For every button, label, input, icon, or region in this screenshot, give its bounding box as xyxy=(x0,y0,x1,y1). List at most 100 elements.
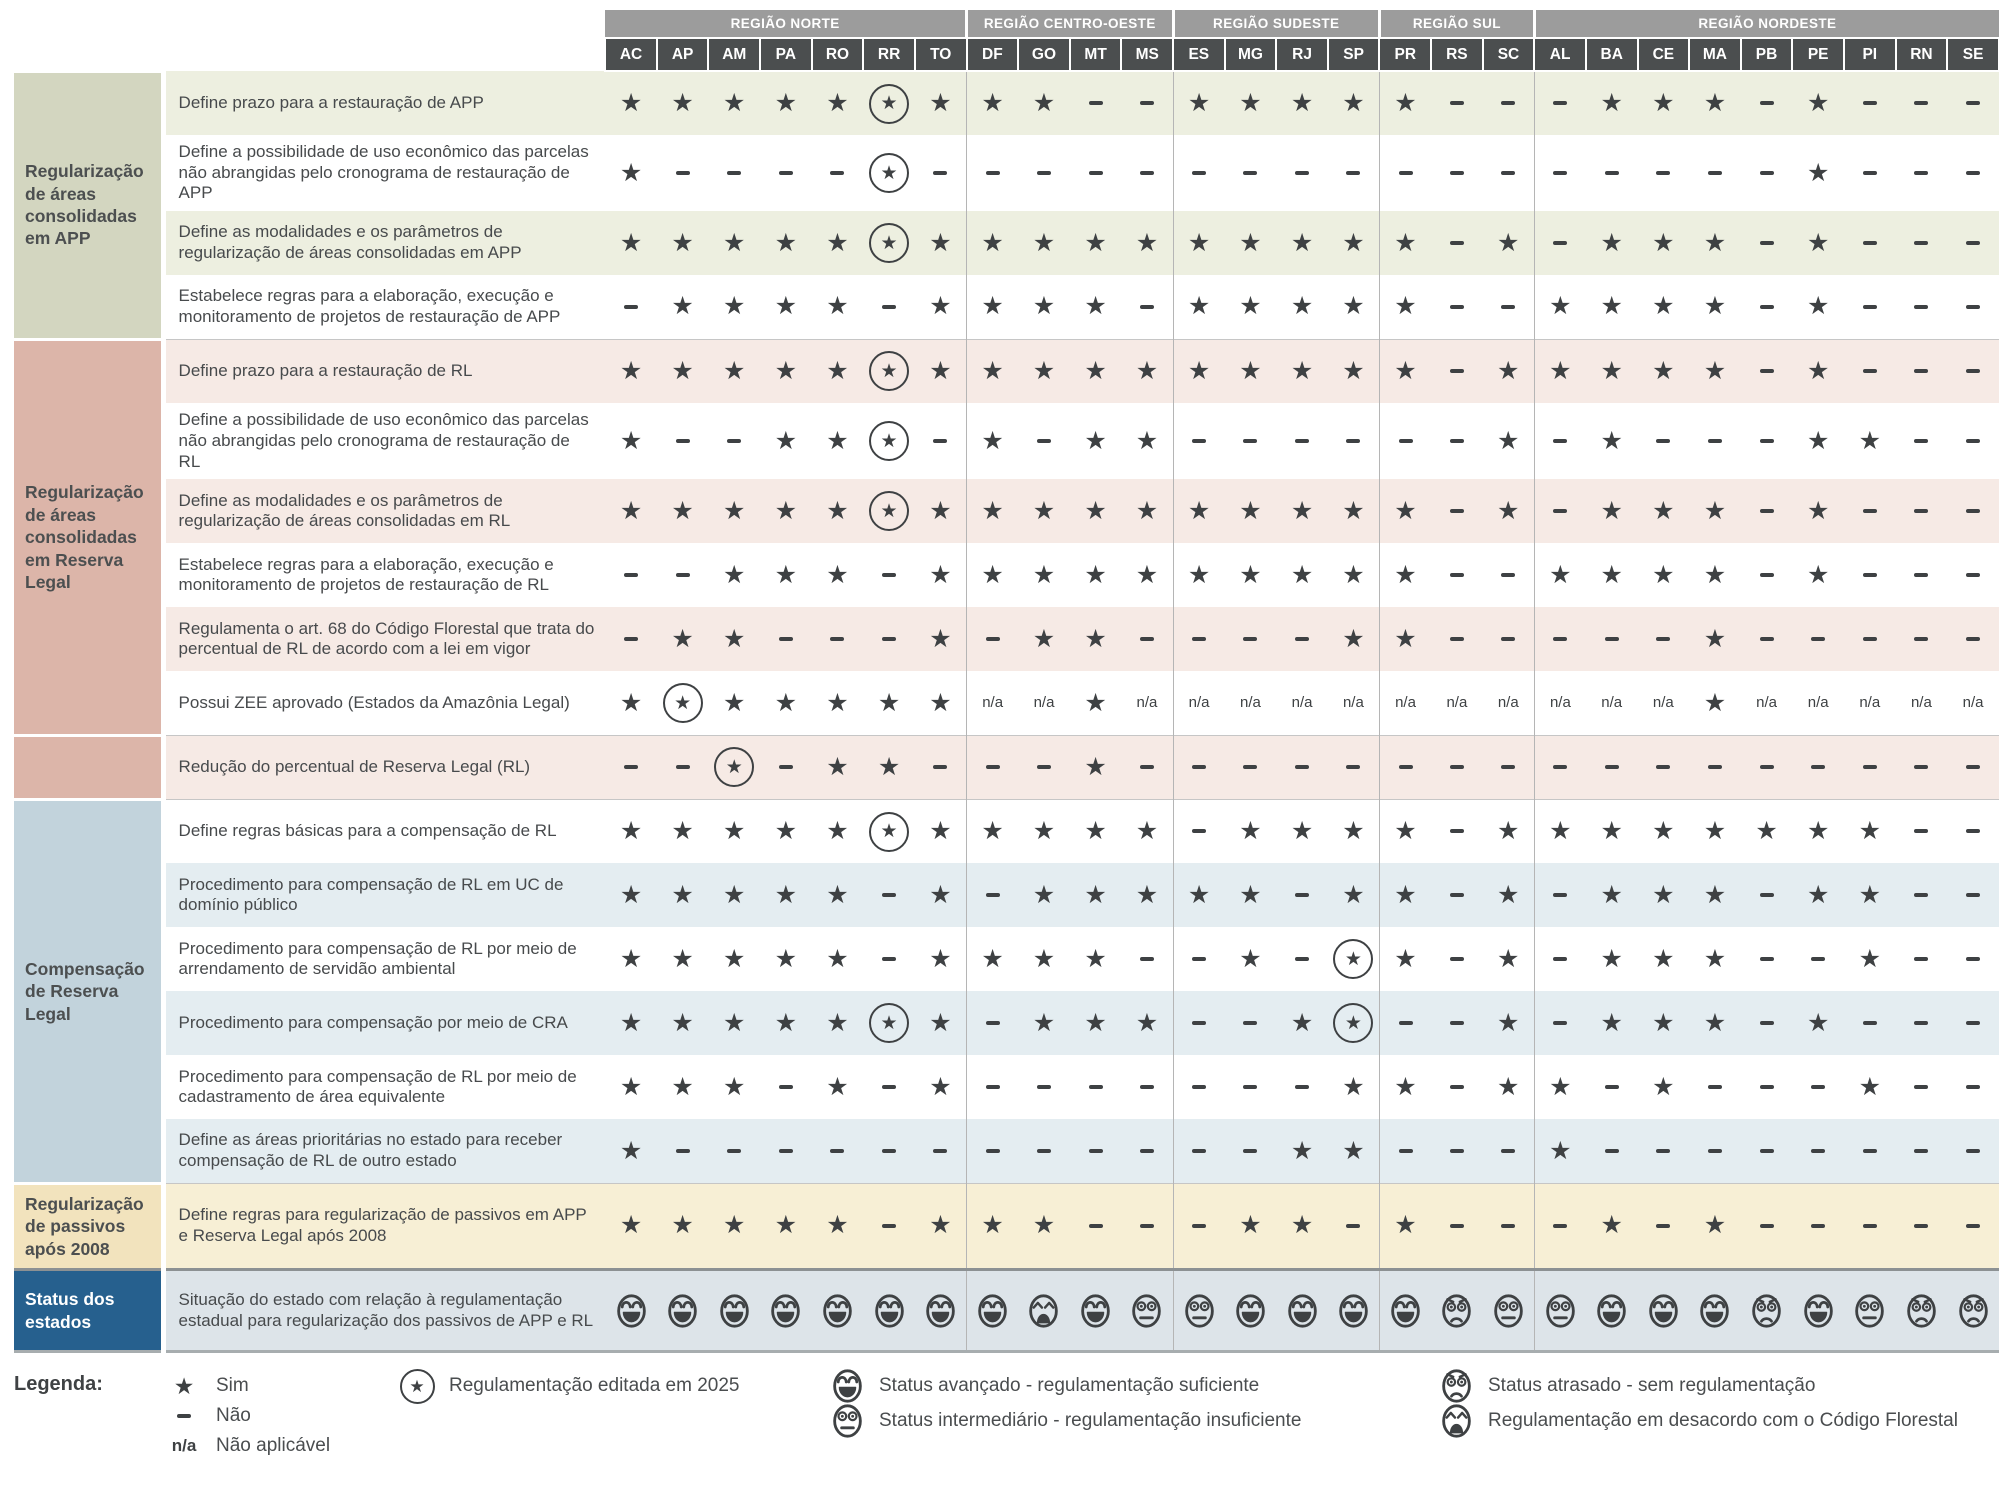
dash-icon xyxy=(1036,1085,1051,1090)
star-icon: ★ xyxy=(929,1008,952,1037)
star-icon: ★ xyxy=(826,752,849,781)
dash-icon xyxy=(1553,439,1568,444)
region-header: REGIÃO NORTE xyxy=(605,10,967,39)
matrix-cell xyxy=(1947,211,1999,276)
star-icon: ★ xyxy=(1497,1072,1520,1101)
star-icon: ★ xyxy=(1342,89,1365,117)
star-icon: ★ xyxy=(1084,817,1107,846)
matrix-cell xyxy=(760,135,812,212)
star-icon: ★ xyxy=(1806,496,1830,525)
star-icon: ★ xyxy=(981,1211,1004,1240)
star-icon: ★ xyxy=(1600,1211,1623,1240)
star-icon: ★ xyxy=(1652,1072,1675,1101)
dash-icon xyxy=(1759,573,1774,578)
matrix-cell: ★ xyxy=(1327,798,1380,864)
star-icon: ★ xyxy=(1806,560,1830,589)
star-icon: ★ xyxy=(826,688,849,717)
state-column-header: SP xyxy=(1326,38,1381,72)
dash-icon xyxy=(727,1148,742,1153)
star-icon: ★ xyxy=(929,228,952,257)
matrix-cell: ★ xyxy=(605,403,657,480)
star-icon: ★ xyxy=(1290,228,1314,257)
matrix-row: Possui ZEE aprovado (Estados da Amazônia… xyxy=(14,671,1999,736)
matrix-cell xyxy=(1533,927,1586,992)
matrix-cell xyxy=(1276,1055,1328,1120)
dash-icon xyxy=(1449,573,1464,578)
dash-icon xyxy=(675,765,690,770)
star-icon: ★ xyxy=(1703,944,1727,973)
criteria-label: Estabelece regras para a elaboração, exe… xyxy=(163,275,606,340)
matrix-cell xyxy=(1482,1182,1535,1270)
dash-icon xyxy=(1966,637,1981,642)
matrix-cell: ★ xyxy=(1121,798,1174,864)
star-icon: ★ xyxy=(1084,1008,1107,1037)
matrix-cell xyxy=(1947,338,1999,404)
star-icon: ★ xyxy=(1652,89,1675,117)
dash-icon xyxy=(1966,573,1981,578)
dash-icon xyxy=(727,439,742,444)
matrix-cell xyxy=(1740,863,1793,928)
matrix-cell xyxy=(708,1268,761,1354)
dash-icon xyxy=(1553,1223,1568,1228)
matrix-cell xyxy=(1689,135,1741,212)
star-icon: ★ xyxy=(1703,292,1727,321)
dash-icon xyxy=(882,1148,897,1153)
matrix-cell: ★ xyxy=(1792,479,1844,544)
star-icon: ★ xyxy=(1549,1072,1572,1101)
matrix-cell: ★ xyxy=(1069,863,1122,928)
star-icon: ★ xyxy=(880,1012,898,1034)
star-icon: ★ xyxy=(774,944,798,973)
star-icon: ★ xyxy=(826,1211,849,1240)
matrix-cell: ★ xyxy=(1689,479,1741,544)
na-label: n/a xyxy=(1652,694,1674,712)
dash-icon xyxy=(985,1085,1000,1090)
matrix-cell xyxy=(914,734,967,800)
star-icon: ★ xyxy=(671,880,694,909)
matrix-cell: ★ xyxy=(1327,275,1380,340)
star-icon: ★ xyxy=(1239,89,1262,117)
dash-icon xyxy=(1604,1148,1619,1153)
matrix-cell: ★ xyxy=(1843,798,1896,864)
dash-icon xyxy=(1449,1223,1464,1228)
dash-icon xyxy=(1914,304,1929,309)
region-header: REGIÃO SUL xyxy=(1377,10,1535,39)
dash-icon xyxy=(1192,637,1207,642)
dash-icon xyxy=(985,765,1000,770)
matrix-cell xyxy=(811,135,864,212)
state-column-header: RJ xyxy=(1275,38,1329,72)
state-column-header: PB xyxy=(1739,38,1794,72)
dash-icon xyxy=(882,957,897,962)
matrix-cell: ★ xyxy=(1585,211,1638,276)
star-icon: ★ xyxy=(723,228,746,257)
matrix-body: Regularização de áreas consolidadas em A… xyxy=(14,69,1999,1354)
matrix-cell: ★ xyxy=(605,863,657,928)
matrix-cell: ★ xyxy=(1637,543,1690,608)
dash-icon xyxy=(1707,439,1722,444)
star-icon: ★ xyxy=(1858,1072,1881,1101)
star-icon: ★ xyxy=(1652,944,1675,973)
matrix-cell xyxy=(1585,1119,1638,1184)
dash-icon xyxy=(1862,304,1877,309)
matrix-cell: ★ xyxy=(1378,1182,1432,1270)
state-column-header: CE xyxy=(1636,38,1691,72)
matrix-cell: ★ xyxy=(863,403,915,480)
matrix-cell: ★ xyxy=(1585,275,1638,340)
matrix-cell: ★ xyxy=(708,863,761,928)
matrix-cell xyxy=(1172,1182,1225,1270)
matrix-cell xyxy=(1637,135,1690,212)
star-icon: ★ xyxy=(1187,496,1211,525)
matrix-cell xyxy=(1069,1182,1122,1270)
legend-symbol xyxy=(827,1403,867,1439)
matrix-cell xyxy=(1533,1268,1586,1354)
matrix-cell xyxy=(1431,275,1483,340)
legend-symbol: ★ xyxy=(164,1374,204,1398)
star-icon: ★ xyxy=(774,1008,798,1037)
dash-icon xyxy=(177,1414,191,1419)
star-icon: ★ xyxy=(1858,880,1881,909)
dash-icon xyxy=(778,1148,793,1153)
dash-icon xyxy=(1501,637,1516,642)
status-des-icon xyxy=(1029,1293,1059,1328)
status-adv-icon xyxy=(926,1293,955,1328)
criteria-label: Procedimento para compensação de RL por … xyxy=(163,1055,606,1120)
status-atr-icon xyxy=(1907,1293,1936,1328)
